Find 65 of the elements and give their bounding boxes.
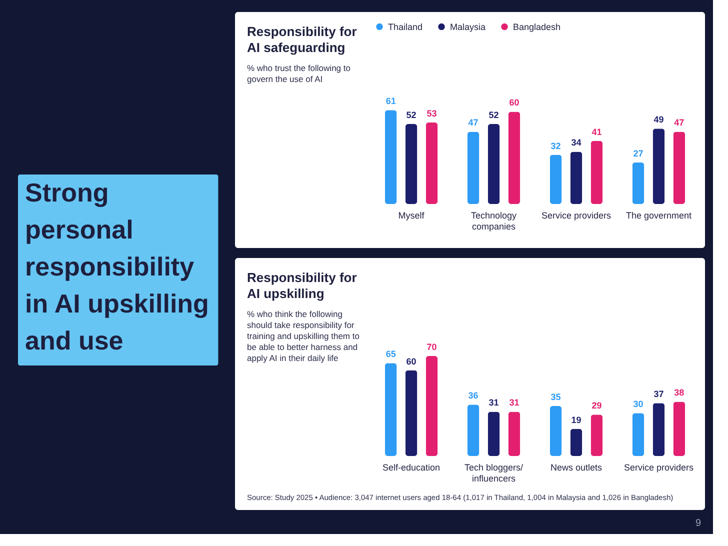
bar [467, 404, 480, 456]
data-label: 41 [592, 126, 602, 137]
bar [508, 412, 520, 456]
bar [405, 370, 418, 456]
data-label: 53 [426, 108, 437, 118]
bar [426, 122, 438, 204]
data-label: 29 [592, 400, 602, 411]
data-label: 52 [406, 110, 416, 120]
data-label: 60 [509, 98, 520, 108]
chart-subtitle: % who think the following should take responsibility for training and upskilling them to be able to better harness and apply AI in their daily life [247, 309, 360, 363]
data-label: 31 [509, 398, 520, 408]
x-tick-label: Self-education [382, 462, 440, 472]
x-tick-label: The government [626, 210, 692, 220]
bar [652, 128, 665, 204]
data-label: 31 [488, 398, 499, 408]
x-tick-label: Service providers [541, 210, 612, 220]
data-label: 49 [654, 114, 664, 125]
bar [570, 152, 582, 204]
x-tick-label: Technology companies [470, 210, 518, 232]
x-tick-label: Tech bloggers/influencers [464, 462, 524, 484]
data-label: 70 [426, 342, 437, 352]
data-label: 65 [386, 349, 396, 360]
chart-title: Responsibility for AI safeguarding [247, 24, 357, 55]
bar [673, 402, 686, 456]
data-label: 47 [674, 118, 684, 128]
bar [384, 363, 397, 456]
data-label: 60 [406, 356, 416, 366]
data-label: 37 [654, 389, 664, 400]
legend-label: Malaysia [450, 22, 486, 32]
chart-title: Responsibility for AI upskilling [247, 270, 357, 301]
x-tick-label: Service providers [624, 462, 694, 472]
text: 9 [695, 518, 702, 529]
bar [632, 162, 644, 204]
bar [550, 406, 562, 456]
bar [426, 356, 438, 456]
legend-label: Thailand [388, 22, 423, 32]
bar [488, 124, 500, 204]
data-label: 36 [468, 390, 478, 401]
data-label: 27 [633, 148, 644, 158]
bar [570, 428, 582, 456]
bar [590, 414, 603, 456]
bar [652, 403, 665, 456]
data-label: 61 [386, 96, 396, 106]
bar [632, 413, 644, 456]
bar [405, 124, 418, 204]
data-label: 30 [633, 399, 644, 410]
x-tick-label: Myself [398, 210, 425, 220]
text: % who trust the following to govern the use of AI [247, 63, 351, 84]
data-label: 47 [468, 118, 478, 128]
bar [673, 132, 686, 204]
data-label: 19 [571, 414, 582, 425]
bar [384, 110, 397, 204]
data-label: 52 [488, 110, 499, 120]
bar [590, 140, 603, 204]
bar [467, 132, 480, 204]
bar [488, 412, 500, 456]
legend-label: Bangladesh [513, 22, 561, 32]
data-label: 32 [550, 140, 561, 151]
data-label: 35 [550, 392, 561, 402]
text: Strong personal responsibility in AI upskilling and use [25, 178, 209, 356]
data-label: 38 [674, 388, 684, 398]
data-label: 34 [571, 138, 582, 148]
bar [550, 154, 562, 204]
x-tick-label: News outlets [550, 462, 602, 472]
bar [508, 112, 520, 204]
